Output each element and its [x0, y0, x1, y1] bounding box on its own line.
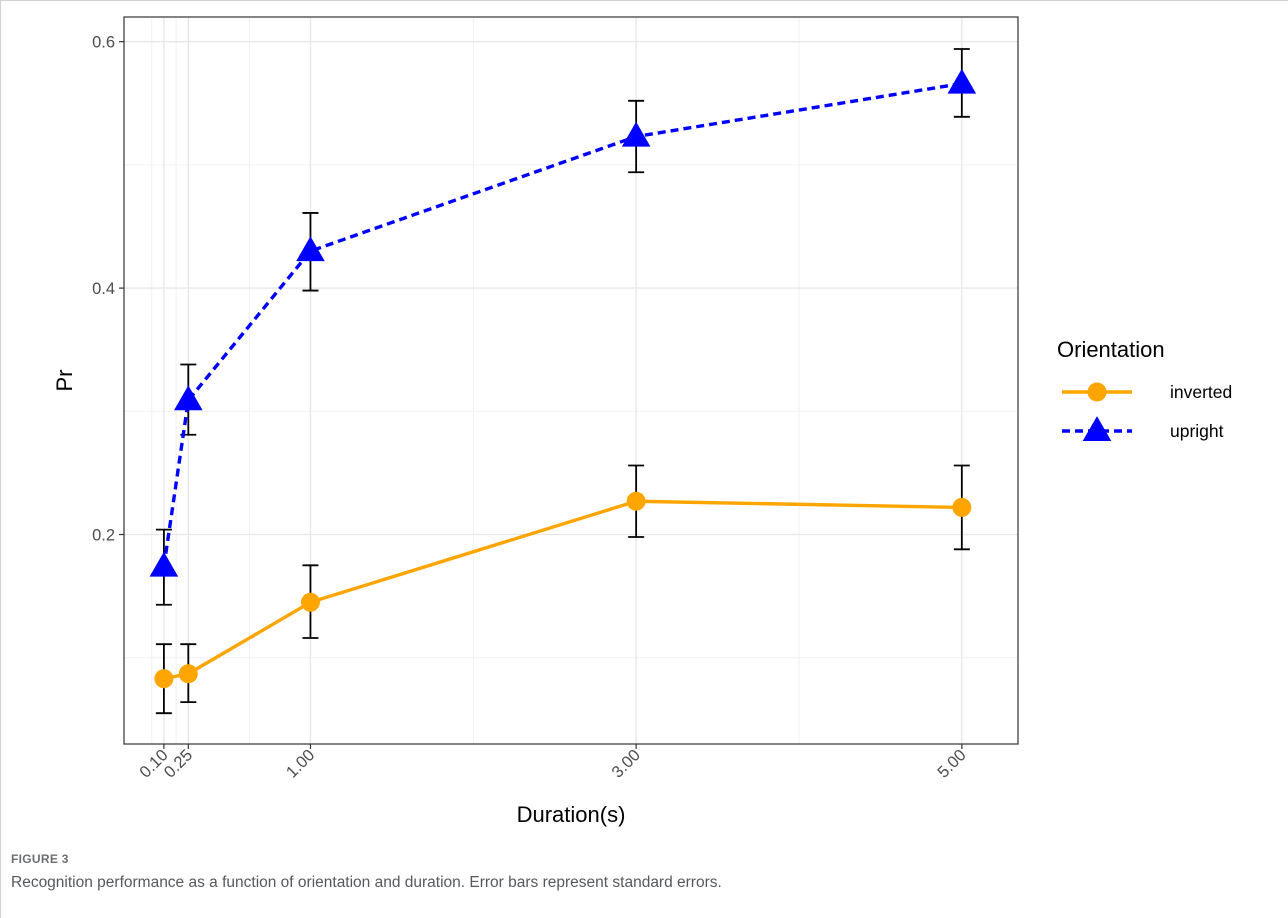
data-series [149, 48, 977, 715]
legend-label-inverted: inverted [1170, 382, 1232, 402]
data-point-inverted [154, 669, 174, 689]
line-chart: 0.20.40.60.100.25 1.00 3.00 5.00Duration(s)… [52, 16, 1232, 827]
series-inverted [154, 464, 972, 715]
data-point-inverted [178, 664, 198, 684]
series-upright [149, 48, 977, 606]
x-tick-label: 0.25 [161, 746, 196, 781]
x-axis-title: Duration(s) [517, 802, 626, 827]
x-tick-label: 3.00 [609, 746, 644, 781]
data-point-inverted [626, 491, 646, 511]
data-point-upright [296, 236, 325, 262]
data-point-upright [174, 385, 203, 411]
legend-key-marker-inverted [1087, 382, 1107, 402]
data-point-inverted [300, 592, 320, 612]
x-tick-label: 5.00 [934, 746, 969, 781]
legend-key-marker-upright [1082, 416, 1112, 442]
plot-panel [124, 17, 1018, 744]
y-tick-label: 0.2 [92, 527, 115, 545]
data-point-upright [149, 551, 179, 577]
figure-label: FIGURE 3 [11, 852, 69, 866]
panel-border [123, 16, 1019, 745]
figure-caption: Recognition performance as a function of… [11, 874, 722, 891]
legend-label-upright: upright [1170, 421, 1224, 441]
x-tick-label: 1.00 [283, 746, 318, 781]
y-tick-label: 0.4 [92, 280, 115, 298]
y-axis-title: Pr [52, 370, 77, 392]
data-point-inverted [952, 497, 972, 517]
data-point-upright [947, 68, 977, 94]
y-tick-label: 0.6 [92, 34, 115, 52]
legend-title: Orientation [1057, 337, 1165, 362]
data-point-upright [621, 121, 651, 147]
grid-lines [124, 17, 1018, 744]
